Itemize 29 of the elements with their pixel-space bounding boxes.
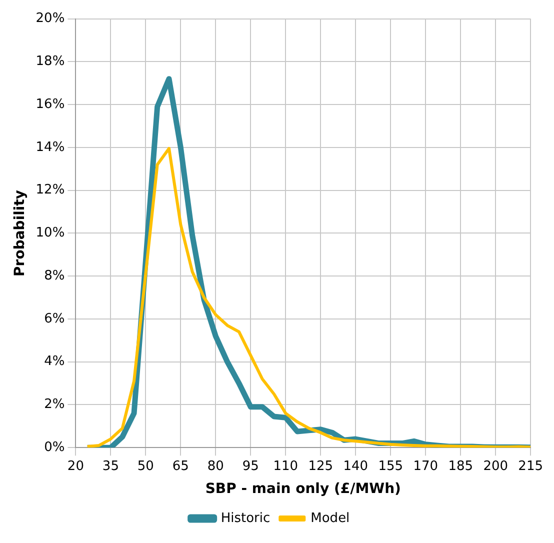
x-tick-label: 140 — [343, 458, 368, 474]
y-tick-label: 16% — [36, 96, 65, 112]
x-tick-label: 95 — [242, 458, 259, 474]
y-tick-label: 18% — [36, 54, 65, 70]
x-tick-label: 215 — [518, 458, 544, 474]
x-tick-label: 80 — [207, 458, 224, 474]
y-tick-label: 2% — [44, 397, 65, 412]
y-tick-label: 4% — [44, 354, 65, 370]
x-tick-label: 200 — [483, 458, 508, 474]
x-tick-label: 50 — [137, 458, 154, 474]
legend-label: Model — [310, 510, 350, 526]
y-axis-title: Probability — [12, 190, 28, 276]
x-tick-label: 20 — [67, 458, 84, 474]
x-tick-label: 35 — [102, 458, 119, 474]
x-tick-label: 125 — [308, 458, 334, 474]
x-tick-label: 155 — [378, 458, 404, 474]
y-tick-label: 12% — [36, 182, 65, 198]
legend-label: Historic — [220, 510, 270, 526]
y-tick-label: 8% — [44, 268, 65, 284]
x-axis-title: SBP - main only (£/MWh) — [205, 481, 401, 498]
x-tick-label: 185 — [448, 458, 474, 474]
x-tick-label: 170 — [413, 458, 438, 474]
y-tick-label: 6% — [44, 311, 65, 326]
x-tick-label: 65 — [172, 458, 189, 474]
x-tick-label: 110 — [273, 458, 298, 474]
y-tick-label: 10% — [36, 226, 65, 241]
y-tick-label: 14% — [36, 140, 65, 155]
y-tick-label: 20% — [36, 11, 65, 26]
y-tick-label: 0% — [44, 440, 65, 455]
